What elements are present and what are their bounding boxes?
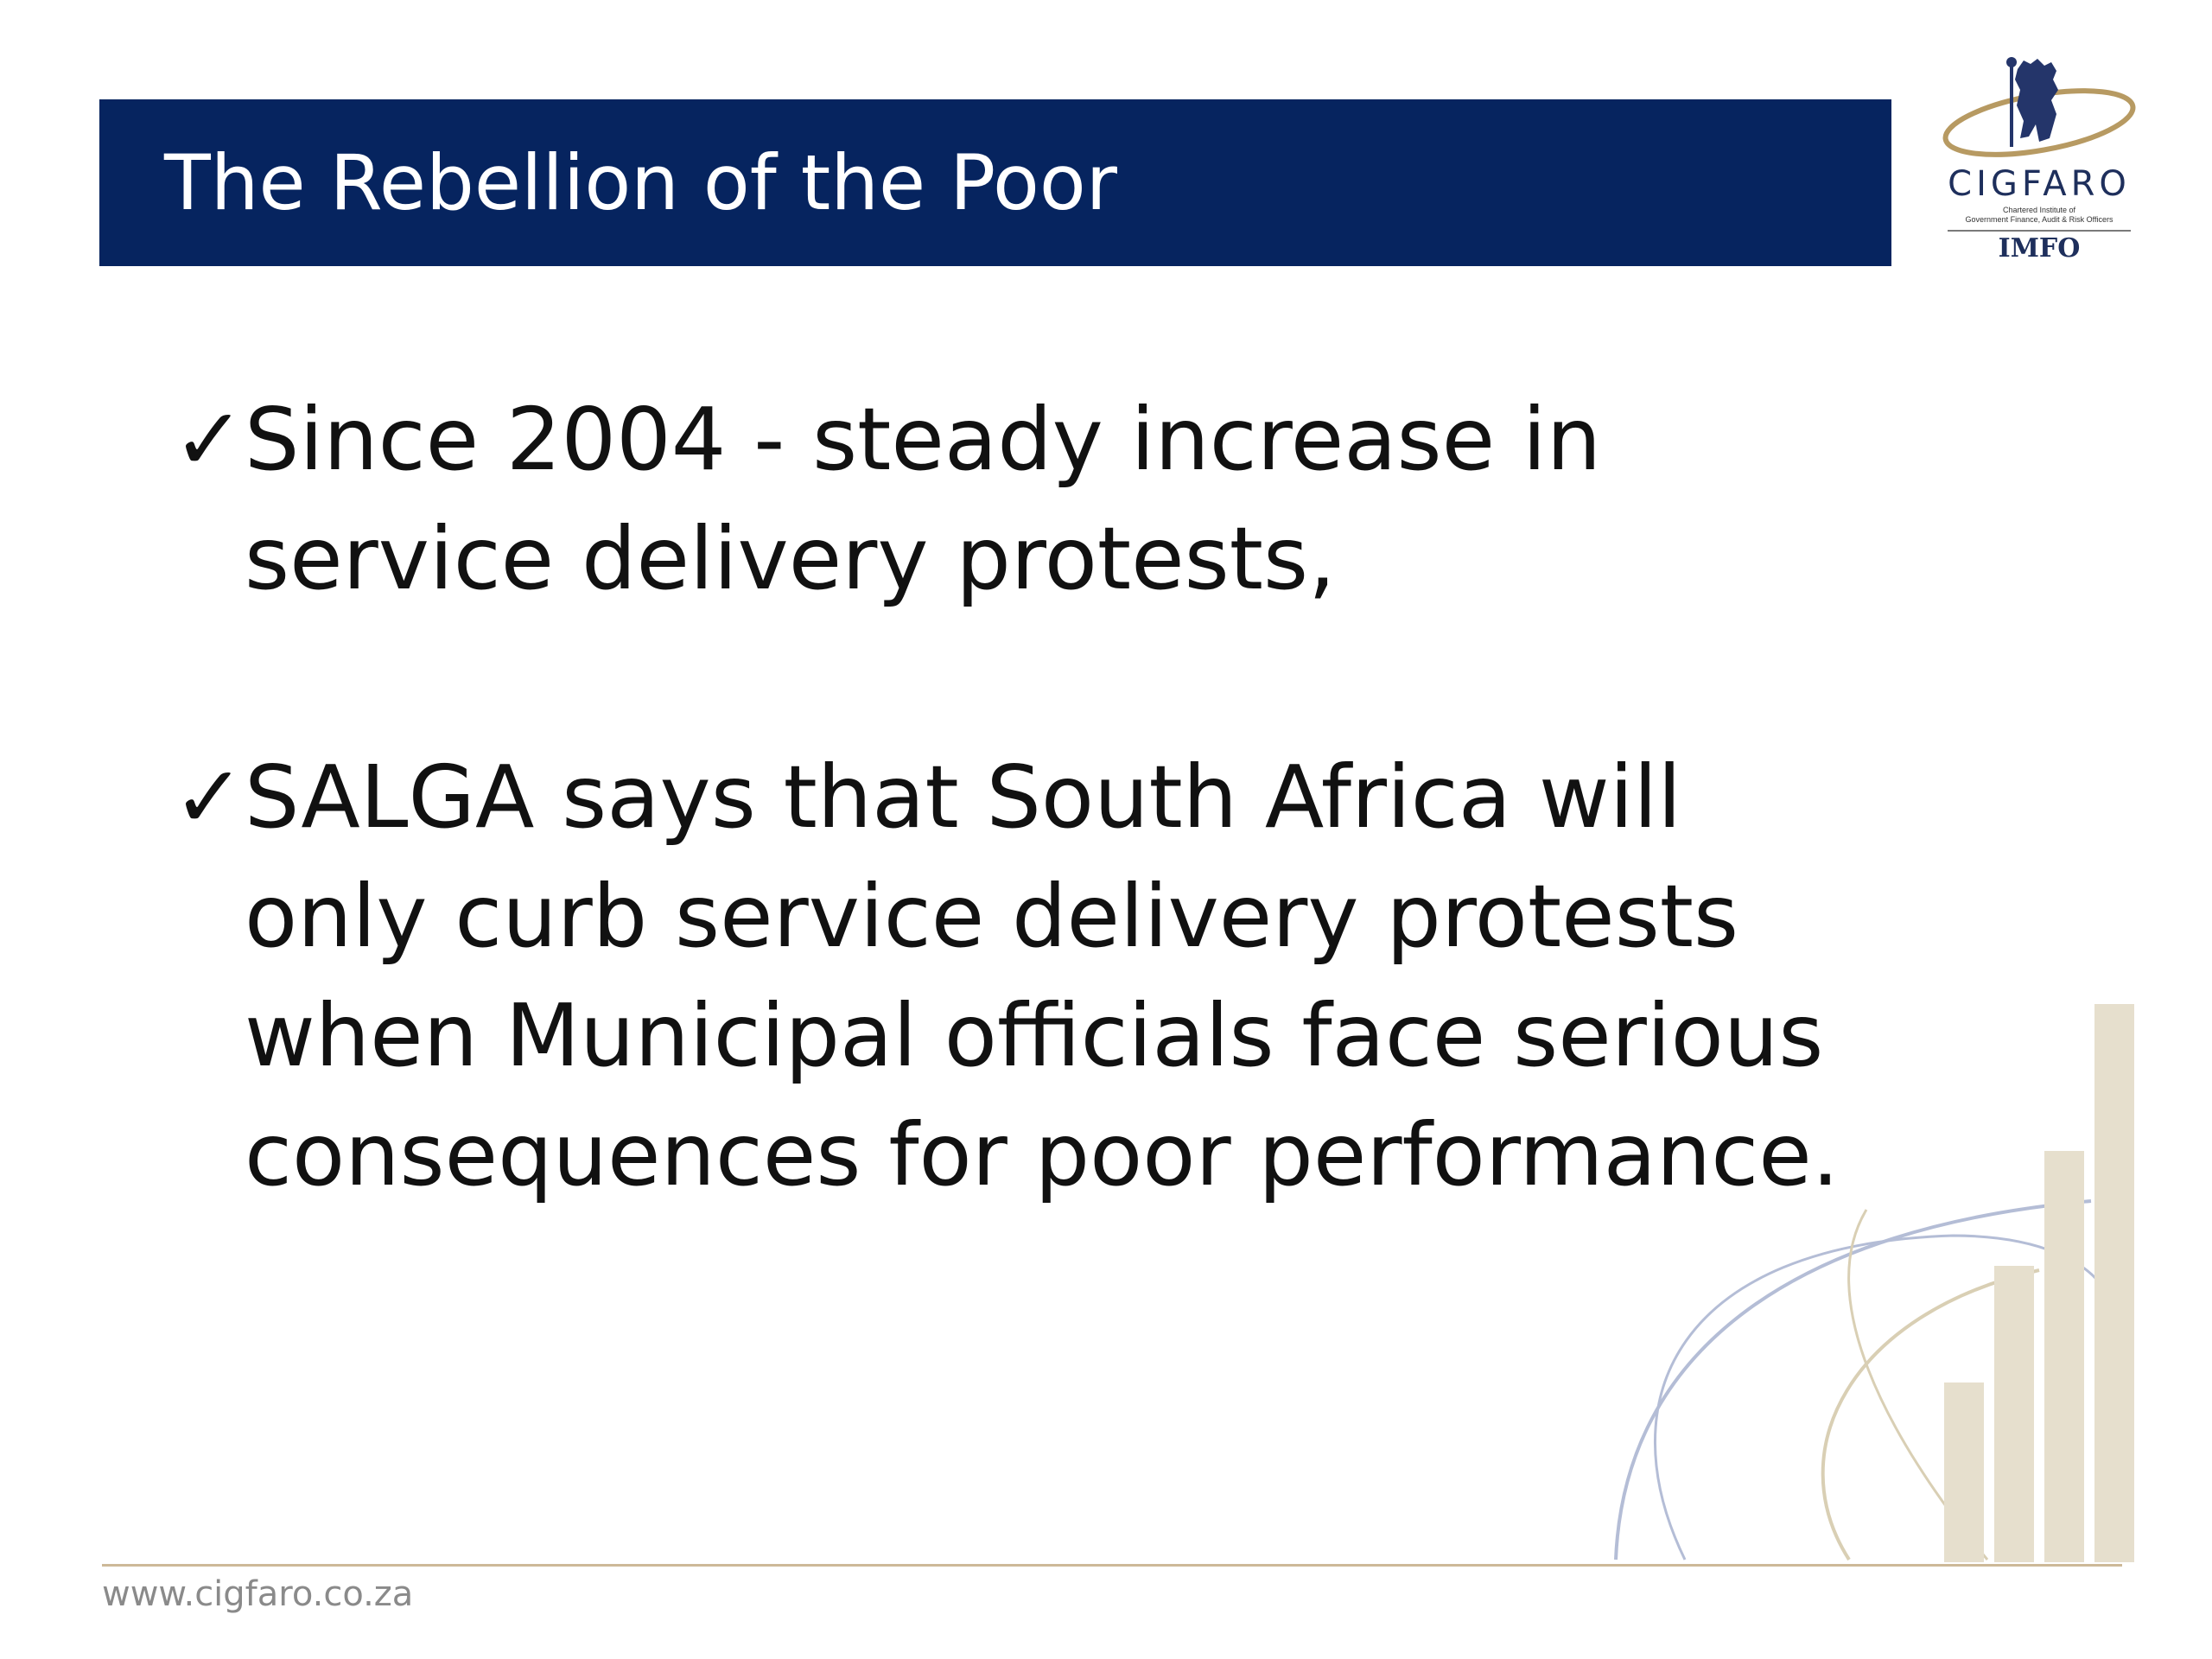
logo-subtitle: Chartered Institute of Government Financ… <box>1936 206 2143 225</box>
slide-title: The Rebellion of the Poor <box>164 138 1117 227</box>
logo-secondary: IMFO <box>1998 233 2081 264</box>
title-bar: The Rebellion of the Poor <box>99 99 1891 266</box>
bullet-text: Since 2004 - steady increase in service … <box>245 389 1602 609</box>
logo-subtitle-line2: Government Finance, Audit & Risk Officer… <box>1965 215 2113 224</box>
logo-name: CIGFARO <box>1948 164 2131 204</box>
bullet-text: SALGA says that South Africa will only c… <box>245 747 1840 1205</box>
footer-url[interactable]: www.cigfaro.co.za <box>102 1574 414 1614</box>
decorative-bar <box>1994 1266 2034 1562</box>
cigfaro-logo: CIGFARO Chartered Institute of Governmen… <box>1936 52 2160 268</box>
decorative-bar <box>1944 1382 1984 1562</box>
decorative-bars-graphic <box>1614 1004 2134 1562</box>
logo-subtitle-line1: Chartered Institute of <box>2002 206 2076 214</box>
bullet-item: ✓ Since 2004 - steady increase in servic… <box>173 380 1866 619</box>
logo-divider <box>1948 230 2131 232</box>
bullet-item: ✓ SALGA says that South Africa will only… <box>173 738 1866 1215</box>
bullet-list: ✓ Since 2004 - steady increase in servic… <box>173 380 1866 1334</box>
decorative-bar <box>2094 1004 2134 1562</box>
footer-divider <box>102 1564 2122 1567</box>
checkmark-icon: ✓ <box>173 747 245 848</box>
decorative-bar <box>2044 1151 2084 1562</box>
checkmark-icon: ✓ <box>173 389 245 490</box>
lion-crest-icon <box>1942 57 2136 157</box>
